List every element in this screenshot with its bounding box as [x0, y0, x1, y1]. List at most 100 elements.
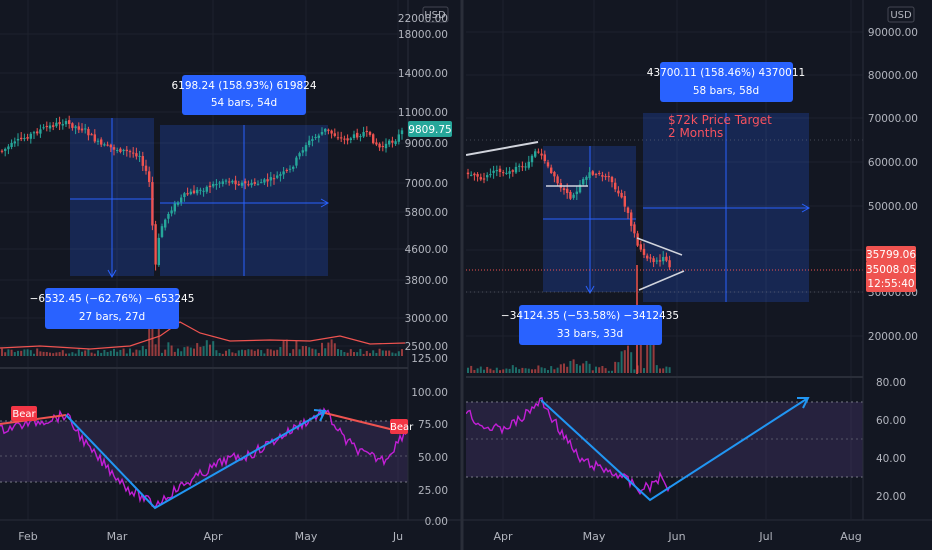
left-price-tick: 18000.00: [398, 29, 448, 41]
left-volume-bar: [141, 346, 144, 356]
right-candle-body: [550, 167, 553, 173]
right-candle-body: [556, 176, 559, 184]
left-volume-bar: [260, 350, 263, 356]
right-candle-body: [489, 174, 492, 176]
left-volume-bar: [301, 346, 304, 356]
left-candle-body: [176, 202, 180, 205]
left-candle-body: [23, 138, 26, 140]
right-volume-bar: [483, 369, 485, 373]
left-candle-body: [141, 156, 144, 166]
right-measure-label-down[interactable]: −34124.35 (−53.58%) −3412435 33 bars, 33…: [501, 305, 679, 345]
left-candle-body: [359, 136, 362, 138]
right-candle-body: [476, 174, 479, 177]
left-rsi-line: [0, 407, 407, 508]
left-volume-bar: [113, 348, 115, 356]
left-volume-bar: [285, 339, 288, 356]
right-candle-body: [626, 207, 630, 213]
right-measure-label-up[interactable]: 43700.11 (158.46%) 4370011 58 bars, 58d: [647, 62, 805, 102]
left-volume-bar: [167, 342, 170, 356]
right-volume-bar: [639, 327, 642, 373]
left-candle-body: [272, 178, 276, 180]
left-candle-body: [122, 149, 125, 152]
left-measure-up-line1: 6198.24 (158.93%) 619824: [171, 80, 316, 92]
left-trendline-v[interactable]: [65, 410, 326, 510]
left-candle-body: [170, 210, 173, 214]
left-measure-label-up[interactable]: 6198.24 (158.93%) 619824 54 bars, 54d: [171, 75, 317, 115]
right-candle-body: [655, 260, 658, 262]
left-volume-bar: [177, 348, 179, 356]
left-volume-bar: [266, 348, 269, 356]
right-candle-body: [662, 257, 665, 262]
left-candle-body: [263, 179, 266, 183]
right-rsi-tick: 20.00: [876, 491, 906, 503]
right-rsi-tick: 40.00: [876, 453, 906, 465]
left-candle-body: [365, 130, 368, 132]
right-volume-bar: [652, 334, 655, 373]
right-price-axis[interactable]: USD 90000.00 80000.00 70000.00 60000.00 5000…: [866, 6, 918, 503]
svg-text:Bear: Bear: [12, 409, 36, 420]
right-chart-panel[interactable]: $72k Price Target 2 Months 43700.11 (158…: [460, 0, 918, 550]
left-volume-bar: [151, 327, 154, 356]
left-candle-body: [0, 150, 4, 152]
left-volume-bar: [119, 349, 122, 356]
right-candle-body: [566, 188, 569, 193]
right-volume-bar: [556, 367, 559, 373]
left-candle-body: [260, 182, 263, 184]
right-volume-bar: [505, 368, 508, 373]
left-price-tick: 9000.00: [405, 138, 448, 150]
right-candle-body: [540, 153, 543, 156]
left-rsi-band: [0, 421, 408, 482]
left-volume-bar: [340, 349, 343, 356]
right-triangle[interactable]: [636, 237, 685, 291]
left-volume-bar: [305, 346, 307, 356]
left-candle-body: [375, 142, 378, 145]
left-candle-body: [199, 189, 202, 191]
right-volume-bar: [553, 369, 556, 373]
left-candle-body: [330, 130, 333, 134]
left-candle-body: [36, 131, 39, 134]
left-candle-body: [240, 182, 244, 186]
left-candle-body: [304, 145, 308, 152]
left-volume-bar: [311, 348, 314, 356]
left-volume-bar: [372, 350, 375, 356]
left-candle-body: [42, 127, 45, 129]
left-candle-body: [400, 130, 404, 135]
right-top-trendline[interactable]: [466, 141, 539, 156]
left-volume-bar: [138, 350, 141, 356]
left-candle-body: [314, 137, 317, 139]
right-candle-body: [492, 170, 495, 173]
left-volume-bar: [241, 349, 243, 356]
left-volume-bar: [125, 353, 128, 356]
right-candle-body: [639, 244, 642, 250]
right-volume-bar: [559, 364, 562, 373]
left-measure-up-line2: 54 bars, 54d: [211, 97, 277, 109]
left-price-axis[interactable]: USD 22000.00 18000.00 14000.00 11000.00 9000…: [398, 6, 452, 528]
left-candle-body: [135, 153, 138, 157]
right-candle-body: [534, 151, 537, 157]
left-candle-body: [93, 134, 96, 142]
right-candle-body: [585, 176, 588, 180]
right-volume-bar: [591, 370, 594, 373]
right-candle-body: [591, 171, 594, 175]
left-volume-bar: [7, 349, 10, 356]
left-measure-label-down[interactable]: −6532.45 (−62.76%) −653245 27 bars, 27d: [30, 288, 195, 329]
left-volume-bar: [247, 349, 250, 356]
right-candle-body: [569, 191, 572, 199]
left-volume-bar: [135, 349, 138, 356]
right-trendline-v[interactable]: [540, 397, 809, 502]
right-volume-bar: [479, 366, 482, 373]
left-volume-bar: [308, 347, 311, 356]
right-measure-arrow-down: [585, 285, 595, 295]
left-volume-bar: [253, 350, 256, 356]
left-candle-body: [4, 148, 7, 151]
left-candle-body: [247, 184, 250, 186]
left-candle-body: [125, 149, 128, 152]
left-volume-bar: [183, 347, 186, 356]
left-candle-body: [32, 132, 36, 134]
right-volume-bar: [531, 369, 533, 373]
left-volume-bar: [81, 351, 83, 356]
left-volume-bar: [157, 326, 160, 356]
left-candle-body: [74, 126, 77, 129]
